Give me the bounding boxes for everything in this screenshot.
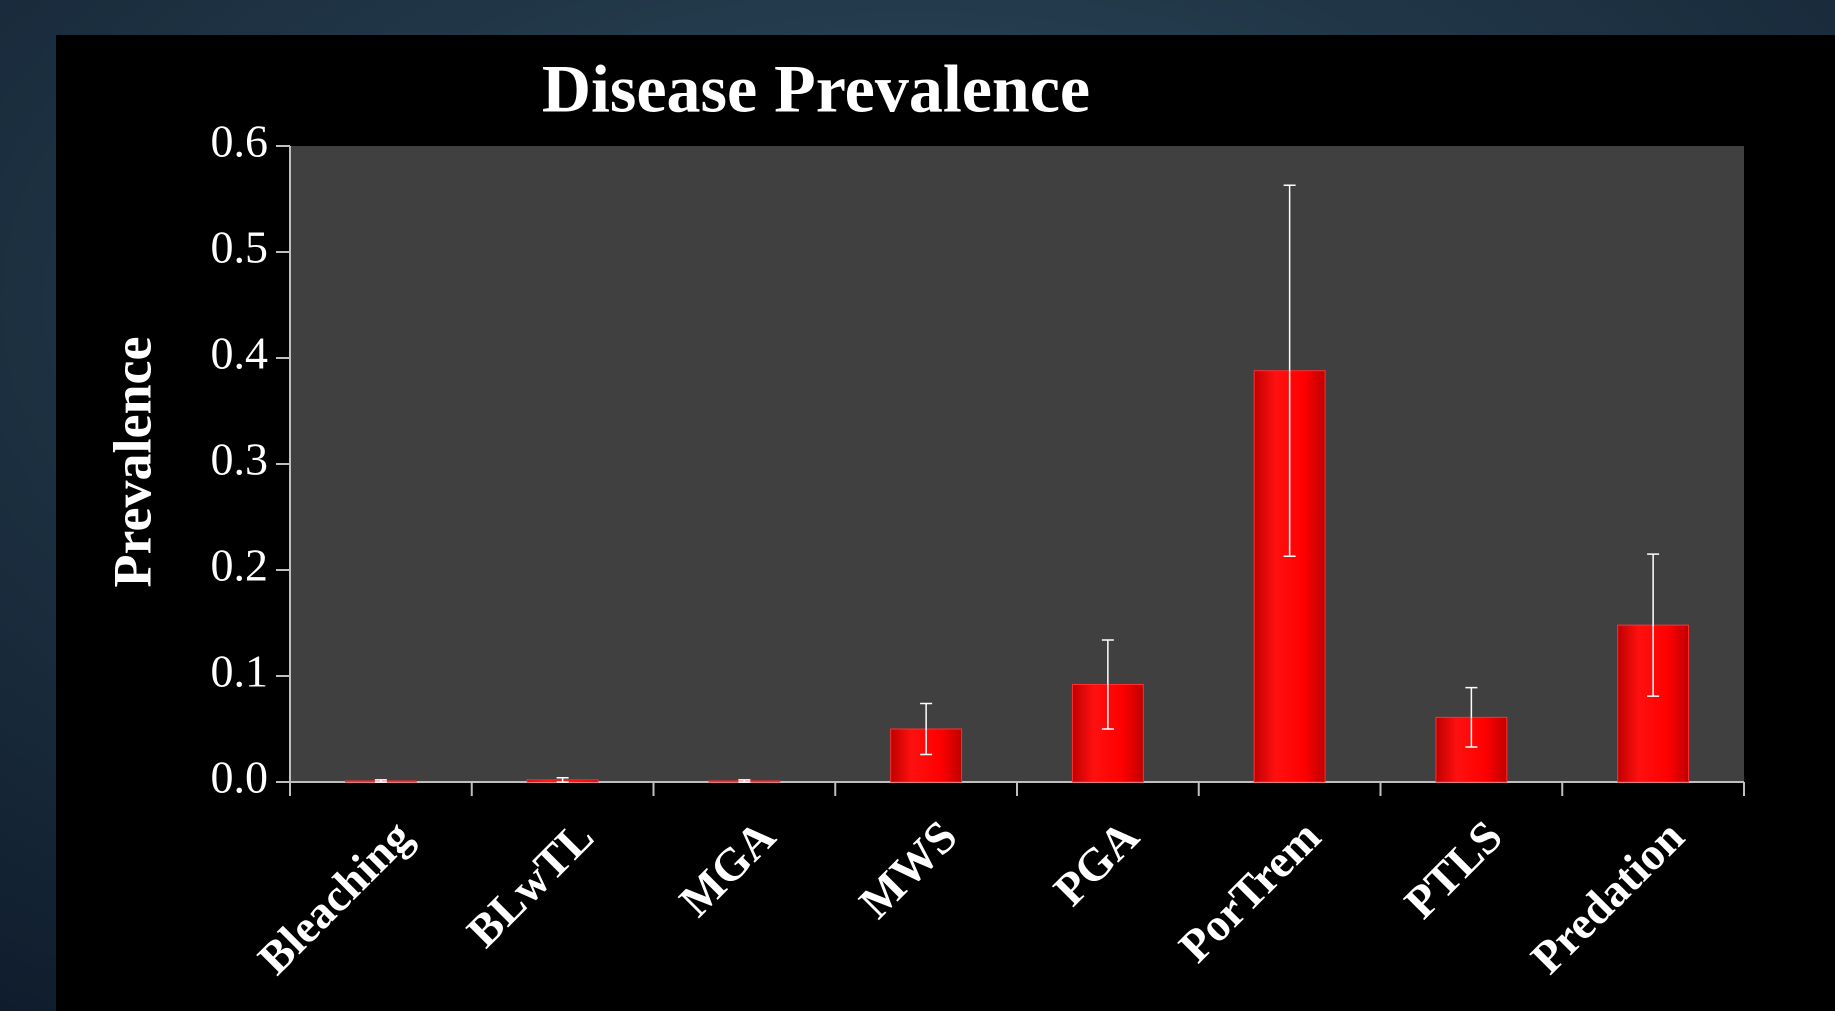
page: Disease Prevalence Prevalence 0.0 0.1 0.2 0… <box>0 0 1835 1011</box>
y-tick-label: 0.6 <box>211 116 269 167</box>
y-tick-label: 0.4 <box>211 328 269 379</box>
y-axis-label: Prevalence <box>102 337 162 588</box>
y-tick-label: 0.0 <box>211 752 269 803</box>
chart: Disease Prevalence Prevalence 0.0 0.1 0.2 0… <box>0 0 1835 1011</box>
y-tick-label: 0.5 <box>211 222 269 273</box>
chart-title: Disease Prevalence <box>542 51 1090 127</box>
y-tick-label: 0.3 <box>211 434 269 485</box>
y-tick-label: 0.1 <box>211 646 269 697</box>
y-tick-label: 0.2 <box>211 540 269 591</box>
plot-area <box>290 146 1744 782</box>
